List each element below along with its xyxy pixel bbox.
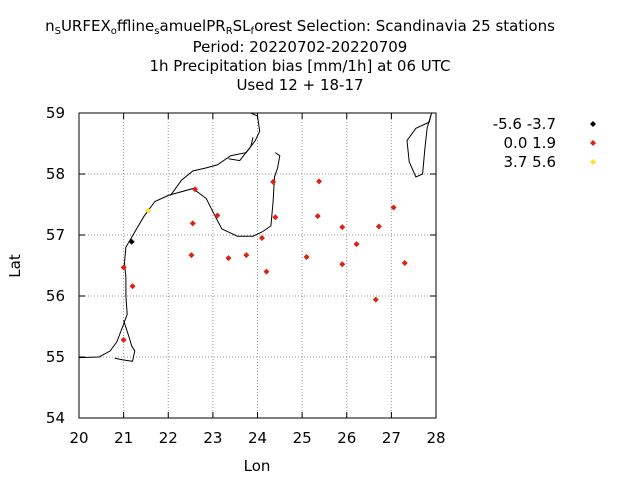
- run-name-part: o: [110, 26, 117, 37]
- data-point-series-2: [145, 207, 152, 214]
- x-axis-label: Lon: [244, 457, 271, 475]
- data-point-series-1: [316, 178, 323, 185]
- data-point-series-1: [189, 220, 196, 227]
- x-tick-label: 20: [69, 429, 88, 447]
- legend-label: 0.0 1.9: [504, 134, 556, 152]
- data-point-series-0: [128, 238, 135, 245]
- data-point-series-1: [339, 261, 346, 268]
- title-selection: Selection: Scandinavia 25 stations: [296, 17, 555, 35]
- data-point-series-1: [314, 213, 321, 220]
- title-line-1: nSURFEXofflinesamuelPRRSLforest Selectio…: [0, 17, 600, 38]
- x-tick-label: 28: [426, 429, 445, 447]
- legend-marker: [590, 121, 596, 127]
- title-used: Used 12 + 18-17: [236, 76, 364, 94]
- x-tick-label: 25: [293, 429, 312, 447]
- run-name-part: n: [45, 17, 55, 35]
- run-name-part: ffline: [116, 17, 155, 35]
- data-point-series-1: [372, 296, 379, 303]
- data-point-series-1: [243, 252, 250, 259]
- data-point-series-1: [270, 178, 277, 185]
- legend: -5.6 -3.70.0 1.93.7 5.6: [493, 115, 596, 171]
- y-tick-label: 58: [46, 165, 65, 183]
- y-tick-label: 54: [46, 409, 65, 427]
- data-point-series-1: [188, 252, 195, 259]
- data-point-series-1: [192, 186, 199, 193]
- x-tick-label: 23: [203, 429, 222, 447]
- legend-marker: [590, 159, 596, 165]
- data-point-series-1: [120, 264, 127, 271]
- x-tick-label: 21: [114, 429, 133, 447]
- chart-title: nSURFEXofflinesamuelPRRSLforest Selectio…: [0, 17, 600, 95]
- run-name-part: amuelPR: [159, 17, 226, 35]
- coastline: [170, 112, 261, 196]
- data-point-series-1: [353, 241, 360, 248]
- y-tick-label: 56: [46, 287, 65, 305]
- y-tick-label: 55: [46, 348, 65, 366]
- run-name-part: s: [154, 26, 160, 37]
- run-name-part: URFEX: [60, 17, 111, 35]
- run-name-part: R: [225, 26, 233, 37]
- data-point-series-1: [339, 224, 346, 231]
- x-tick-label: 22: [159, 429, 178, 447]
- data-point-series-1: [272, 214, 279, 221]
- y-tick-label: 57: [46, 226, 65, 244]
- coastline-map: [78, 112, 432, 362]
- x-tick-label: 27: [382, 429, 401, 447]
- data-points: [120, 178, 408, 343]
- y-axis-label: Lat: [6, 254, 24, 278]
- coastline: [406, 112, 432, 178]
- data-point-series-1: [390, 204, 397, 211]
- x-tick-label: 24: [248, 429, 267, 447]
- data-point-series-1: [303, 253, 310, 260]
- legend-label: 3.7 5.6: [504, 153, 556, 171]
- data-point-series-1: [263, 268, 270, 275]
- x-tick-label: 26: [337, 429, 356, 447]
- data-point-series-1: [214, 212, 221, 219]
- data-point-series-1: [375, 223, 382, 230]
- legend-label: -5.6 -3.7: [493, 115, 556, 133]
- run-name-part: S: [54, 26, 61, 37]
- run-name: nSURFEXofflinesamuelPRRSLforest: [45, 17, 297, 37]
- y-tick-label: 59: [46, 104, 65, 122]
- data-point-series-1: [258, 235, 265, 242]
- data-point-series-1: [120, 336, 127, 343]
- legend-marker: [590, 140, 596, 146]
- coastline: [228, 137, 254, 162]
- run-name-part: orest: [254, 17, 293, 35]
- data-point-series-1: [401, 260, 408, 267]
- data-point-series-1: [225, 255, 232, 262]
- run-name-part: SL: [232, 17, 251, 35]
- data-point-series-1: [129, 283, 136, 290]
- axis-ticks: 20 21 22 23 24 25 26 27 28 54 55 56 57 58 59: [46, 104, 446, 447]
- run-name-part: f: [250, 26, 255, 37]
- title-period: Period: 20220702-20220709: [192, 38, 408, 56]
- title-variable: 1h Precipitation bias [mm/1h] at 06 UTC: [149, 57, 451, 75]
- coastline: [114, 320, 136, 362]
- grid-lines: [79, 113, 436, 418]
